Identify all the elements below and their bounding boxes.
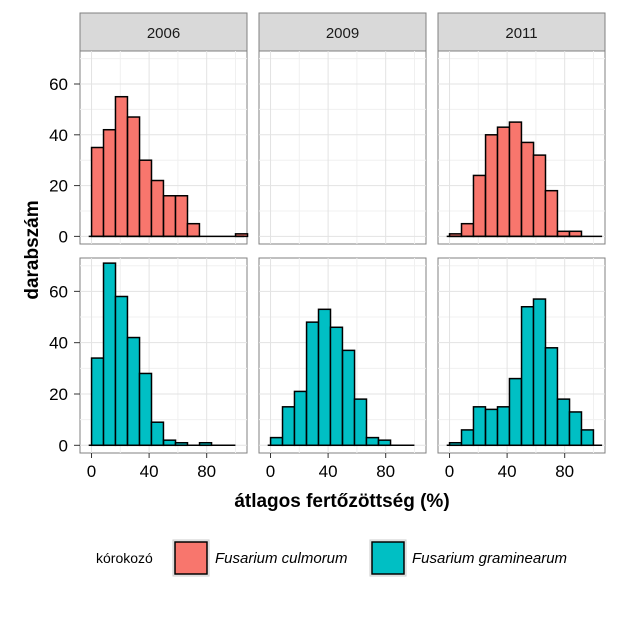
strip-background [258, 12, 427, 52]
x-tick-label: 0 [445, 462, 454, 481]
y-tick-label: 0 [59, 227, 68, 246]
x-tick-label: 80 [555, 462, 574, 481]
x-tick-label: 80 [197, 462, 216, 481]
histogram-bar [544, 189, 559, 238]
histogram-bar [377, 439, 392, 447]
y-tick-label: 60 [49, 282, 68, 301]
histogram-bar [174, 195, 189, 238]
panel-graminearum-2006 [79, 257, 248, 454]
histogram-bar [114, 295, 129, 447]
histogram-bar [544, 347, 559, 447]
histogram-bar [460, 222, 475, 238]
x-tick-label: 40 [319, 462, 338, 481]
x-axis-title: átlagos fertőzöttség (%) [234, 491, 449, 512]
histogram-bar [138, 159, 153, 238]
y-tick-label: 0 [59, 436, 68, 455]
histogram-bar [556, 398, 571, 447]
histogram-bar [460, 429, 475, 447]
y-tick-label: 20 [49, 177, 68, 196]
histogram-bar [341, 349, 356, 447]
histogram-bar [532, 298, 547, 447]
histogram-bar [90, 357, 105, 447]
histogram-bar [90, 146, 105, 238]
histogram-bar [568, 230, 583, 238]
histogram-bar [580, 429, 595, 447]
x-tick-label: 0 [87, 462, 96, 481]
x-tick-label: 40 [140, 462, 159, 481]
histogram-bar [269, 436, 284, 447]
x-tick-label: 80 [376, 462, 395, 481]
legend: kórokozó Fusarium culmorum Fusarium gram… [96, 539, 567, 577]
strip-label-2009: 2009 [326, 25, 359, 42]
histogram-bar [162, 195, 177, 238]
histogram-bar [150, 179, 165, 238]
panel-culmorum-2009 [258, 50, 427, 245]
histogram-bar [114, 95, 129, 238]
histogram-bar [186, 222, 201, 238]
histogram-bar [329, 326, 344, 447]
histogram-bar [102, 128, 117, 238]
histogram-bar [293, 390, 308, 447]
histogram-bar [305, 321, 320, 447]
strip-background [79, 12, 248, 52]
y-axis-title: darabszám [22, 200, 43, 299]
panel-culmorum-2006 [79, 50, 249, 245]
histogram-bar [126, 336, 141, 447]
y-tick-label: 40 [49, 334, 68, 353]
legend-swatch-culmorum [174, 541, 208, 575]
facet-strip-2006: 2006 [79, 12, 248, 52]
histogram-bar [568, 411, 583, 447]
legend-label-culmorum: Fusarium culmorum [215, 550, 348, 567]
histogram-bar [556, 230, 571, 238]
panel-graminearum-2011 [437, 257, 606, 454]
histogram-bar [150, 421, 165, 447]
histogram-bar [281, 406, 296, 447]
histogram-bar [138, 372, 153, 447]
histogram-bar [508, 121, 523, 238]
histogram-bar [508, 377, 523, 447]
histogram-bar [472, 174, 487, 238]
facet-strip-2009: 2009 [258, 12, 427, 52]
histogram-bar [532, 154, 547, 238]
histogram-bar [496, 406, 511, 447]
histogram-bar [126, 116, 141, 238]
histogram-bar [484, 408, 499, 447]
histogram-bar [496, 126, 511, 238]
histogram-bar [365, 436, 380, 447]
facet-strip-2011: 2011 [437, 12, 606, 52]
histogram-bar [484, 134, 499, 238]
panel-culmorum-2011 [437, 50, 606, 245]
y-tick-label: 20 [49, 385, 68, 404]
legend-label-graminearum: Fusarium graminearum [412, 550, 567, 567]
legend-title: kórokozó [96, 550, 153, 566]
strip-label-2011: 2011 [505, 25, 537, 42]
histogram-bar [520, 141, 535, 238]
histogram-bar [317, 308, 332, 447]
histogram-bar [520, 306, 535, 447]
x-tick-label: 0 [266, 462, 275, 481]
x-tick-label: 40 [498, 462, 517, 481]
histogram-bar [102, 262, 117, 447]
y-tick-label: 60 [49, 75, 68, 94]
legend-swatch-graminearum [371, 541, 405, 575]
y-tick-label: 40 [49, 126, 68, 145]
panel-background [258, 50, 427, 245]
panel-graminearum-2009 [258, 257, 427, 454]
strip-label-2006: 2006 [147, 25, 180, 42]
histogram-bar [472, 406, 487, 447]
histogram-bar [162, 439, 177, 447]
histogram-bar [353, 398, 368, 447]
